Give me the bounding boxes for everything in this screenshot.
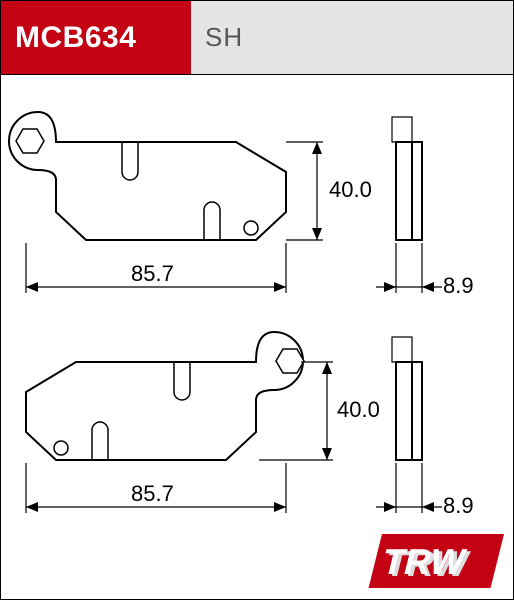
variant-code: SH	[205, 22, 243, 53]
header: MCB634 SH	[1, 1, 513, 75]
dim-thickness-bottom: 8.9	[376, 463, 474, 518]
dim-width-bottom: 85.7	[26, 463, 286, 513]
brake-pad-bottom-side	[392, 337, 422, 460]
dim-width-top-value: 85.7	[131, 261, 174, 286]
part-number: MCB634	[15, 21, 136, 55]
brake-pad-top-side	[392, 117, 422, 240]
dim-thickness-top-value: 8.9	[443, 273, 474, 298]
brake-pad-top	[9, 112, 286, 240]
header-part-number-box: MCB634	[1, 1, 191, 74]
dim-height-top: 40.0	[286, 142, 372, 240]
dim-width-top: 85.7	[26, 243, 286, 293]
technical-drawing: 40.0 85.7 8.9	[1, 75, 514, 600]
dim-width-bottom-value: 85.7	[131, 481, 174, 506]
dim-thickness-bottom-value: 8.9	[443, 493, 474, 518]
dim-height-bottom-value: 40.0	[337, 397, 380, 422]
header-variant-box: SH	[191, 1, 513, 74]
brake-pad-bottom	[26, 332, 304, 460]
logo-text: TRW	[378, 542, 470, 582]
brand-logo: TRW TRW	[365, 530, 505, 594]
dim-thickness-top: 8.9	[376, 243, 474, 298]
dim-height-top-value: 40.0	[329, 177, 372, 202]
diagram-area: 40.0 85.7 8.9	[1, 75, 513, 600]
spec-sheet: MCB634 SH	[0, 0, 514, 600]
